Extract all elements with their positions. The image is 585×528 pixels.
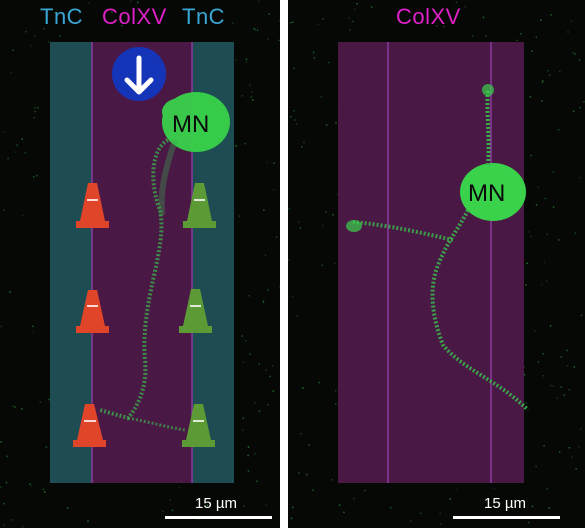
right-micrograph-image [288,1,585,525]
scale-bar [453,516,560,519]
scale-bar [165,516,272,519]
tnc-left-label: TnC [40,4,84,29]
left-micrograph-image [0,0,280,528]
colxv-label: ColXV [102,4,167,29]
arrow-down-circle-icon [112,47,166,101]
scale-bar-text: 15 µm [195,495,237,512]
scale-bar-text: 15 µm [484,495,526,512]
neuron-label: MN [468,180,506,207]
motor-neuron [346,84,530,412]
colxv-label: ColXV [396,4,461,29]
left-micrograph-panel: TnC ColXV TnC MN 15 µm [0,0,280,528]
tnc-right-label: TnC [182,4,226,29]
neuron-label: MN [172,111,210,138]
motor-neuron [99,92,230,432]
right-micrograph-panel: ColXV MN 15 µm [288,0,585,528]
colxv-region [338,42,524,483]
